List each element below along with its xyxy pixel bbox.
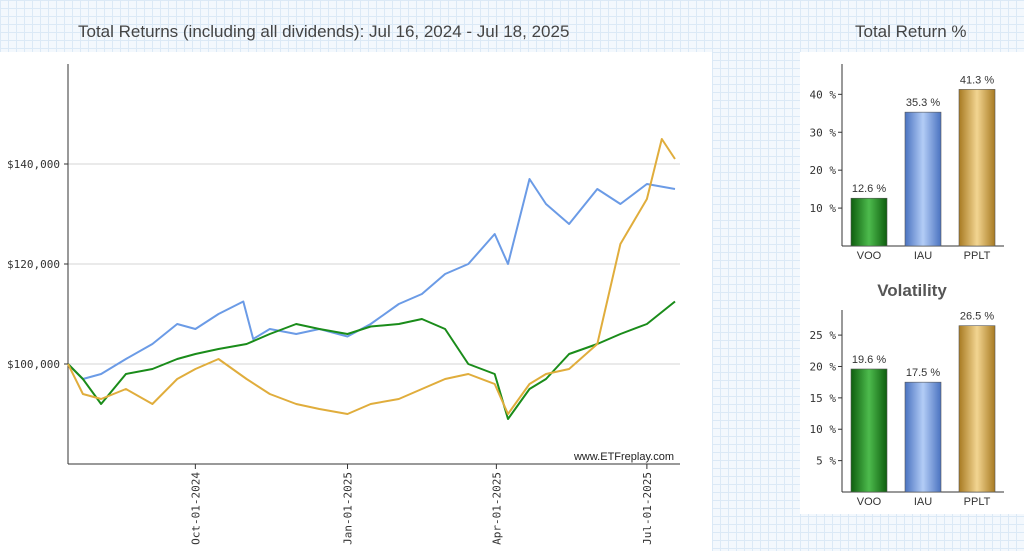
bar-y-tick-label: 30 %: [810, 126, 837, 139]
bar-y-tick-label: 10 %: [810, 423, 837, 436]
y-tick-label: $100,000: [7, 358, 60, 371]
bar-category-label: PPLT: [964, 250, 991, 262]
bar-y-tick-label: 20 %: [810, 164, 837, 177]
bar-category-label: PPLT: [964, 496, 991, 508]
x-tick-label: Jul-01-2025: [641, 472, 654, 545]
bar-y-tick-label: 15 %: [810, 392, 837, 405]
series-line-voo: [67, 300, 676, 420]
bar-value-label: 19.6 %: [852, 354, 886, 366]
bar-value-label: 12.6 %: [852, 183, 886, 195]
bar-category-label: VOO: [857, 496, 882, 508]
y-tick-label: $140,000: [7, 158, 60, 171]
bar-y-tick-label: 40 %: [810, 88, 837, 101]
line-chart-panel: [0, 52, 712, 551]
bar-iau: [904, 381, 942, 493]
bar-category-label: IAU: [914, 496, 932, 508]
bar-voo: [850, 197, 888, 247]
watermark: www.ETFreplay.com: [573, 451, 674, 463]
bar-iau: [904, 111, 942, 247]
bar-category-label: IAU: [914, 250, 932, 262]
x-tick-label: Apr-01-2025: [490, 472, 503, 545]
bar-pplt: [958, 325, 996, 493]
y-tick-label: $120,000: [7, 258, 60, 271]
chart-title: Total Returns (including all dividends):…: [78, 22, 570, 41]
bar-category-label: VOO: [857, 250, 882, 262]
bar-y-tick-label: 5 %: [816, 455, 836, 468]
series-line-pplt: [67, 138, 676, 415]
bar-voo: [850, 368, 888, 493]
bar-value-label: 41.3 %: [960, 74, 994, 86]
bar-pplt: [958, 89, 996, 247]
bar-y-tick-label: 20 %: [810, 360, 837, 373]
bar-value-label: 26.5 %: [960, 311, 994, 323]
x-tick-label: Oct-01-2024: [189, 472, 202, 545]
x-tick-label: Jan-01-2025: [342, 472, 355, 545]
header-band: [0, 0, 1024, 52]
bar-value-label: 35.3 %: [906, 97, 940, 109]
volatility-title: Volatility: [877, 281, 947, 300]
bar-y-tick-label: 25 %: [810, 329, 837, 342]
bar-value-label: 17.5 %: [906, 367, 940, 379]
bar-y-tick-label: 10 %: [810, 202, 837, 215]
total-return-title: Total Return %: [855, 22, 967, 41]
